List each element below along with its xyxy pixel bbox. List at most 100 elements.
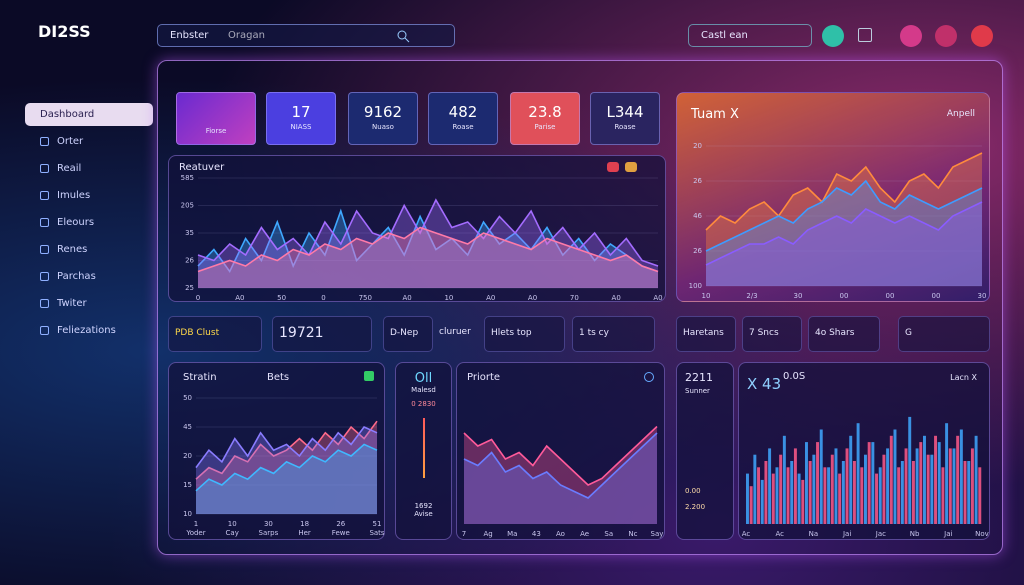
y-tick-label: 35 <box>185 229 194 237</box>
panel-subtitle: Bets <box>267 372 290 383</box>
nav-item[interactable]: Reail <box>40 163 81 174</box>
y-tick-label: 26 <box>185 257 194 265</box>
nav-item[interactable]: Orter <box>40 136 83 147</box>
bar <box>948 448 952 524</box>
nav-item[interactable]: Renes <box>40 244 87 255</box>
nav-item[interactable]: Feliezations <box>40 325 116 336</box>
x-tick-label: Jac <box>875 530 886 538</box>
main-frame <box>157 60 1003 555</box>
nav-item[interactable]: Twiter <box>40 298 87 309</box>
stat-label: Roase <box>614 123 636 131</box>
team-panel: Tuam X Anpell <box>676 92 990 302</box>
bar <box>838 473 842 524</box>
panel-action[interactable]: Lacn X <box>950 373 977 382</box>
area <box>196 444 377 514</box>
stat-card[interactable]: Fiorse <box>176 92 256 145</box>
x-tick-label: Sa <box>604 530 613 538</box>
bar <box>930 454 934 524</box>
bar <box>852 461 856 524</box>
slider[interactable] <box>422 418 425 478</box>
nav-label: Dashboard <box>40 109 95 120</box>
oll-bottom: 1692 <box>414 502 433 510</box>
stat-card[interactable]: L344 Roase <box>590 92 660 145</box>
nav-item[interactable]: Parchas <box>40 271 96 282</box>
priorte-chart: 7 Ag Ma 43 Ao Ae Sa Nc Say <box>462 425 664 538</box>
bar <box>849 435 853 524</box>
area <box>706 202 982 286</box>
bar <box>919 442 923 524</box>
side-label: Sunner <box>685 387 710 395</box>
x-tick-label: Say <box>651 530 664 538</box>
line <box>197 198 659 267</box>
x-tick-label: 0 <box>196 294 200 302</box>
nav-label: Imules <box>57 190 91 201</box>
bar <box>889 435 893 524</box>
y-tick-label: 20 <box>693 142 702 150</box>
panel-action[interactable]: Anpell <box>946 109 975 119</box>
avatar[interactable] <box>822 25 844 47</box>
nav-icon <box>40 218 49 227</box>
icon-button[interactable] <box>935 25 957 47</box>
metric: 19721 <box>272 316 372 352</box>
bar <box>974 435 978 524</box>
nav-item[interactable]: Imules <box>40 190 90 201</box>
nav-item[interactable]: Eleours <box>40 217 94 228</box>
nav-icon <box>40 272 49 281</box>
search-box[interactable]: Enbster Oragan <box>157 24 455 47</box>
bar <box>871 442 875 524</box>
x-tick-label: 00 <box>932 292 941 300</box>
stat-value: 23.8 <box>528 103 562 121</box>
metric: D-Nep <box>383 316 433 352</box>
stat-label: Parise <box>534 123 556 131</box>
line <box>463 425 658 486</box>
toggle[interactable] <box>625 162 637 172</box>
x-tick-label: 0 <box>321 294 325 302</box>
nav-active[interactable] <box>25 103 153 126</box>
y-tick-label: 26 <box>693 247 702 255</box>
stat-card[interactable]: 23.8 Parise <box>510 92 580 145</box>
nav-label: Twiter <box>57 298 87 309</box>
stat-card[interactable]: 17 NIASS <box>266 92 336 145</box>
bar <box>841 461 845 524</box>
metric: G <box>898 316 990 352</box>
nav-item[interactable]: Dashboard <box>40 109 94 120</box>
bar <box>952 448 956 524</box>
check-icon[interactable] <box>364 371 374 381</box>
account-box[interactable]: Castl ean <box>688 24 812 47</box>
search-icon <box>397 30 410 43</box>
bar <box>749 486 753 524</box>
bar <box>834 448 838 524</box>
stat-card[interactable]: 9162 Nuaso <box>348 92 418 145</box>
metric: Haretans <box>676 316 736 352</box>
bar <box>978 467 982 524</box>
icon-button[interactable] <box>971 25 993 47</box>
oll-caption: Avise <box>414 510 433 518</box>
x-tick-label: 1 <box>194 520 198 528</box>
area <box>198 200 658 288</box>
x-tick-label: 00 <box>886 292 895 300</box>
nav-icon <box>40 326 49 335</box>
bar <box>856 423 860 524</box>
bar <box>801 479 805 524</box>
x-tick-label: A0 <box>612 294 621 302</box>
area <box>464 426 657 524</box>
panel-value: 0.0S <box>783 371 806 382</box>
bar <box>786 467 790 524</box>
x-tick-sub: Yoder <box>185 529 205 537</box>
x-tick-label: Jai <box>943 530 952 538</box>
x-tick-label: 10 <box>444 294 453 302</box>
stat-card[interactable]: 482 Roase <box>428 92 498 145</box>
bar <box>864 454 867 524</box>
line <box>705 179 983 252</box>
info-icon[interactable] <box>644 372 654 382</box>
x-tick-label: A0 <box>653 294 662 302</box>
x-tick-label: A0 <box>486 294 495 302</box>
bar <box>945 423 949 524</box>
stat-value: 482 <box>448 103 478 121</box>
icon-button[interactable] <box>900 25 922 47</box>
menu-icon[interactable] <box>858 28 872 42</box>
x-tick-label: Ma <box>507 530 517 538</box>
line <box>197 226 659 273</box>
toggle[interactable] <box>607 162 619 172</box>
